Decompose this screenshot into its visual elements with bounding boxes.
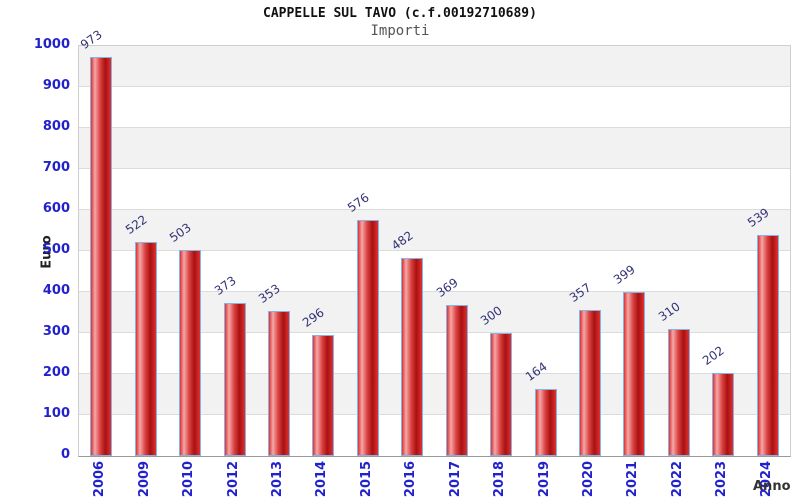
bar-2019 xyxy=(535,389,557,456)
y-tick-label: 200 xyxy=(42,365,70,380)
y-tick-label: 100 xyxy=(42,406,70,421)
y-tick-label: 0 xyxy=(60,447,70,462)
x-tick-label: 2018 xyxy=(492,460,507,498)
bar-2017 xyxy=(446,305,468,456)
bar-2014 xyxy=(312,335,334,456)
chart-subtitle: Importi xyxy=(370,23,430,39)
x-tick-label: 2022 xyxy=(670,460,685,498)
gridline xyxy=(79,332,790,333)
gridline xyxy=(79,209,790,210)
plot-band xyxy=(79,210,790,251)
x-tick-label: 2021 xyxy=(625,460,640,498)
x-tick-label: 2012 xyxy=(226,460,241,498)
gridline xyxy=(79,414,790,415)
bar-2021 xyxy=(623,292,645,456)
x-tick-label: 2019 xyxy=(537,460,552,498)
bar-2013 xyxy=(268,311,290,456)
gridline xyxy=(79,291,790,292)
x-tick-label: 2013 xyxy=(270,460,285,498)
bar-2015 xyxy=(357,220,379,456)
y-tick-label: 800 xyxy=(42,119,70,134)
chart-title: CAPPELLE SUL TAVO (c.f.00192710689) xyxy=(263,6,537,21)
bar-2010 xyxy=(179,250,201,456)
x-axis-title: Anno xyxy=(753,479,791,494)
bar-2022 xyxy=(668,329,690,456)
bar-2020 xyxy=(579,310,601,456)
y-tick-label: 400 xyxy=(42,283,70,298)
y-tick-label: 1000 xyxy=(33,37,70,52)
x-tick-label: 2016 xyxy=(403,460,418,498)
bar-2006 xyxy=(90,57,112,456)
x-tick-label: 2023 xyxy=(714,460,729,498)
x-tick-label: 2006 xyxy=(92,460,107,498)
x-tick-label: 2015 xyxy=(359,460,374,498)
bar-2009 xyxy=(135,242,157,456)
bar-2024 xyxy=(757,235,779,456)
gridline xyxy=(79,168,790,169)
bar-2016 xyxy=(401,258,423,456)
gridline xyxy=(79,250,790,251)
y-tick-label: 600 xyxy=(42,201,70,216)
x-tick-label: 2017 xyxy=(448,460,463,498)
plot-band xyxy=(79,128,790,169)
y-tick-label: 300 xyxy=(42,324,70,339)
bar-value-label: 399 xyxy=(610,262,638,287)
x-tick-label: 2014 xyxy=(314,460,329,498)
gridline xyxy=(79,373,790,374)
plot-area: 973 522 503 373 353 296 576 482 369 300 164 357 399 3… xyxy=(78,27,791,457)
x-tick-label: 2020 xyxy=(581,460,596,498)
y-tick-label: 900 xyxy=(42,78,70,93)
y-tick-label: 500 xyxy=(42,242,70,257)
x-tick-label: 2010 xyxy=(181,460,196,498)
gridline xyxy=(79,86,790,87)
y-tick-label: 700 xyxy=(42,160,70,175)
plot-band xyxy=(79,46,790,87)
bar-2023 xyxy=(712,373,734,456)
x-tick-label: 2009 xyxy=(137,460,152,498)
gridline xyxy=(79,127,790,128)
bar-2018 xyxy=(490,333,512,456)
bar-2012 xyxy=(224,303,246,456)
bar-value-label: 202 xyxy=(699,343,727,368)
